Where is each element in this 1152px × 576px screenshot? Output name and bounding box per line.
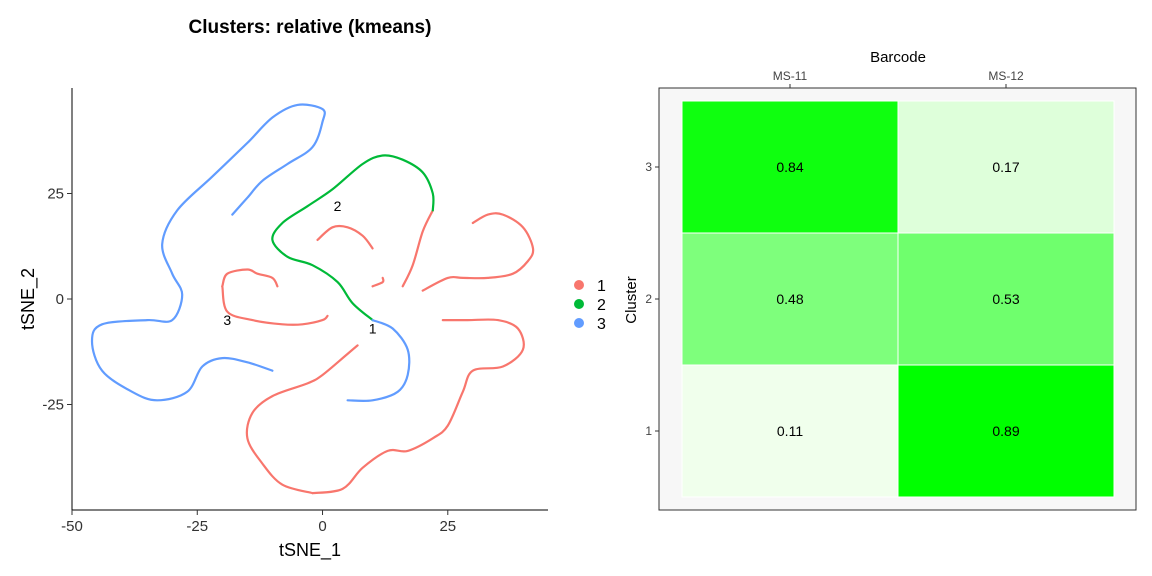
heatmap-cell-label: 0.11 — [777, 423, 803, 439]
heatmap-x-ticks: MS-11 MS-12 — [773, 69, 1024, 88]
heatmap-y-tick-label: 3 — [645, 160, 652, 174]
heatmap-cell-2-MS-11 — [681, 232, 899, 366]
series-1-path-4 — [421, 212, 535, 292]
heatmap-cell-label: 0.48 — [776, 291, 803, 307]
series-3-path-0 — [90, 103, 326, 402]
series-3-path-1 — [346, 319, 411, 403]
legend-key-3 — [574, 318, 584, 328]
series-1-path-2 — [221, 285, 329, 326]
heatmap-x-tick-label: MS-11 — [773, 69, 808, 83]
series-1-path-0 — [245, 344, 359, 495]
heatmap-y-title: Cluster — [623, 276, 640, 324]
heatmap-cell-3-MS-11 — [681, 100, 899, 234]
heatmap-cell-1-MS-11 — [681, 364, 899, 498]
cluster-label-1: 1 — [369, 321, 377, 337]
legend-key-2 — [574, 299, 584, 309]
x-ticks: -50 -25 0 25 — [61, 510, 456, 535]
scatter-paths — [90, 103, 535, 495]
cluster-label-3: 3 — [223, 312, 231, 328]
x-tick-label: 25 — [439, 518, 456, 535]
y-tick-label: 25 — [47, 186, 64, 203]
series-1-path-7 — [371, 276, 385, 288]
y-axis-title: tSNE_2 — [18, 268, 39, 330]
series-1-path-1 — [221, 268, 279, 288]
legend-key-1 — [574, 280, 584, 290]
legend-label-3: 3 — [597, 316, 606, 333]
y-ticks: 25 0 -25 — [42, 186, 72, 414]
legend-label-1: 1 — [597, 278, 606, 295]
heatmap-cell-label: 0.84 — [776, 159, 803, 175]
x-tick-label: 0 — [318, 518, 326, 535]
legend: 1 2 3 — [574, 278, 606, 333]
heatmap-cell-label: 0.53 — [992, 291, 1019, 307]
y-tick-label: 0 — [56, 291, 64, 308]
series-1-path-6 — [316, 224, 374, 250]
chart-title: Clusters: relative (kmeans) — [189, 17, 432, 38]
x-tick-label: -50 — [61, 518, 83, 535]
heatmap-y-tick-label: 2 — [645, 292, 652, 306]
heatmap-x-tick-label: MS-12 — [988, 69, 1024, 83]
heatmap-cell-label: 0.17 — [992, 159, 1019, 175]
cluster-label-2: 2 — [334, 198, 342, 214]
heatmap-y-ticks: 3 2 1 — [645, 160, 659, 438]
series-2-path-0 — [271, 154, 435, 322]
heatmap-y-tick-label: 1 — [645, 424, 652, 438]
y-tick-label: -25 — [42, 397, 64, 414]
cluster-labels: 2 3 1 — [223, 198, 376, 336]
x-tick-label: -25 — [186, 518, 208, 535]
series-1-path-5 — [401, 209, 434, 288]
heatmap-cell-2-MS-12 — [897, 232, 1115, 366]
series-1-path-3 — [311, 318, 525, 495]
heatmap-cells: 0.84 0.17 0.48 0.53 0.11 0.89 — [681, 100, 1115, 498]
x-axis-title: tSNE_1 — [279, 540, 341, 561]
heatmap-x-title: Barcode — [870, 49, 926, 66]
heatmap-cell-1-MS-12 — [897, 364, 1115, 498]
legend-label-2: 2 — [597, 297, 606, 314]
heatmap-cell-label: 0.89 — [992, 423, 1019, 439]
